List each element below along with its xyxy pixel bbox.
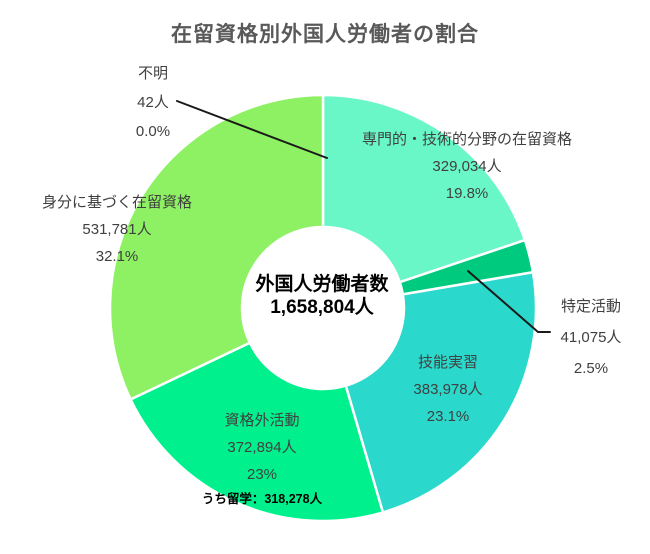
segment-percent: 32.1% bbox=[95, 248, 139, 265]
segment-note: うち留学：318,278人 bbox=[201, 492, 323, 506]
label-senmon: 専門的・技術的分野の在留資格 329,034人 19.8% bbox=[362, 126, 572, 207]
segment-count: 531,781人 bbox=[82, 221, 152, 238]
segment-percent: 19.8% bbox=[445, 185, 489, 202]
segment-name: 不明 bbox=[137, 65, 169, 82]
segment-percent: 23% bbox=[246, 466, 278, 483]
donut-slice-mibun[interactable] bbox=[108, 93, 325, 401]
segment-name: 資格外活動 bbox=[224, 412, 300, 429]
segment-percent: 0.0% bbox=[135, 123, 171, 140]
segment-name: 特定活動 bbox=[560, 298, 622, 315]
total-label: 外国人労働者数 bbox=[255, 274, 389, 295]
segment-percent: 2.5% bbox=[573, 360, 609, 377]
donut-center-label: 外国人労働者数 1,658,804人 bbox=[255, 273, 388, 319]
segment-count: 383,978人 bbox=[413, 381, 483, 398]
total-value: 1,658,804人 bbox=[270, 297, 374, 318]
segment-name: 身分に基づく在留資格 bbox=[41, 194, 193, 211]
donut-slice-senmon[interactable] bbox=[321, 93, 527, 284]
donut-slices bbox=[108, 93, 538, 523]
segment-percent: 23.1% bbox=[426, 408, 470, 425]
leader-line-tokutei bbox=[467, 270, 551, 333]
segment-count: 329,034人 bbox=[432, 158, 502, 175]
label-shikakugai: 資格外活動 372,894人 23% うち留学：318,278人 bbox=[202, 407, 322, 507]
segment-count: 372,894人 bbox=[227, 439, 297, 456]
label-fumei: 不明 42人 0.0% bbox=[136, 59, 170, 146]
label-ginou: 技能実習 383,978人 23.1% bbox=[413, 349, 482, 430]
label-tokutei: 特定活動 41,075人 2.5% bbox=[561, 291, 622, 384]
label-mibun: 身分に基づく在留資格 531,781人 32.1% bbox=[42, 189, 192, 270]
segment-name: 専門的・技術的分野の在留資格 bbox=[361, 131, 573, 148]
leader-line-fumei bbox=[176, 100, 328, 159]
segment-count: 42人 bbox=[137, 94, 169, 111]
segment-count: 41,075人 bbox=[560, 329, 622, 346]
chart-title: 在留資格別外国人労働者の割合 bbox=[171, 23, 479, 46]
donut-slice-ginou[interactable] bbox=[344, 270, 538, 514]
segment-name: 技能実習 bbox=[417, 354, 479, 371]
donut-slice-shikakugai[interactable] bbox=[129, 341, 385, 523]
